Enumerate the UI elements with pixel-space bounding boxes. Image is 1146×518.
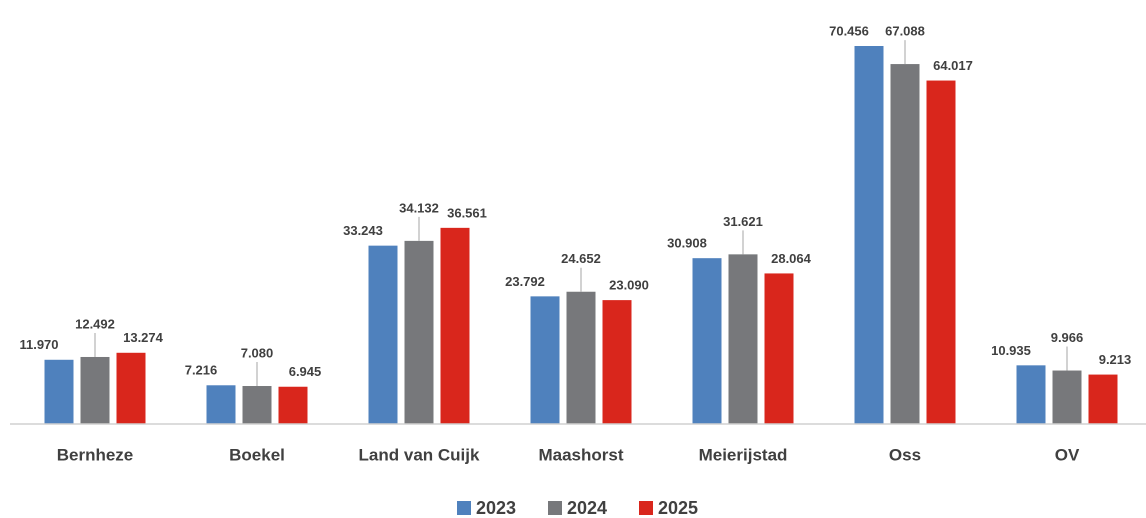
bar [602, 300, 632, 424]
x-tick-label: Maashorst [538, 445, 623, 464]
data-label: 34.132 [399, 200, 439, 215]
legend-label: 2025 [658, 498, 698, 518]
legend-label: 2023 [476, 498, 516, 518]
data-label: 7.080 [241, 345, 274, 360]
data-label: 9.966 [1051, 330, 1084, 345]
data-label: 13.274 [123, 330, 164, 345]
legend-swatch [548, 501, 562, 515]
bar [530, 296, 560, 424]
data-label: 23.090 [609, 278, 649, 293]
bar [440, 227, 470, 424]
x-tick-label: OV [1055, 445, 1080, 464]
legend-label: 2024 [567, 498, 607, 518]
data-label: 28.064 [771, 251, 812, 266]
data-label: 7.216 [185, 363, 218, 378]
data-label: 12.492 [75, 316, 115, 331]
data-label: 70.456 [829, 23, 869, 38]
data-label: 64.017 [933, 58, 973, 73]
bar [1016, 365, 1046, 424]
bar [728, 254, 758, 424]
bar [116, 352, 146, 424]
data-label: 9.213 [1099, 352, 1132, 367]
data-label: 30.908 [667, 236, 707, 251]
bar [242, 386, 272, 424]
data-label: 31.621 [723, 214, 763, 229]
bar [926, 80, 956, 424]
bar [44, 359, 74, 424]
x-tick-label: Bernheze [57, 445, 134, 464]
data-label: 36.561 [447, 205, 487, 220]
bar [764, 273, 794, 424]
bar [206, 385, 236, 424]
data-label: 24.652 [561, 251, 601, 266]
x-tick-label: Land van Cuijk [359, 445, 480, 464]
bar [404, 240, 434, 424]
x-tick-label: Oss [889, 445, 921, 464]
bar [278, 386, 308, 424]
data-label: 10.935 [991, 343, 1031, 358]
bar [1088, 374, 1118, 424]
bar [368, 245, 398, 424]
x-tick-label: Meierijstad [699, 445, 788, 464]
legend-swatch [639, 501, 653, 515]
bar [854, 46, 884, 424]
data-label: 6.945 [289, 364, 322, 379]
bar [692, 258, 722, 424]
bar [566, 291, 596, 424]
bar [80, 356, 110, 424]
legend-swatch [457, 501, 471, 515]
data-label: 23.792 [505, 274, 545, 289]
data-label: 67.088 [885, 24, 925, 39]
bar [890, 64, 920, 424]
data-label: 33.243 [343, 223, 383, 238]
bar [1052, 370, 1082, 424]
data-label: 11.970 [19, 337, 58, 352]
x-tick-label: Boekel [229, 445, 285, 464]
